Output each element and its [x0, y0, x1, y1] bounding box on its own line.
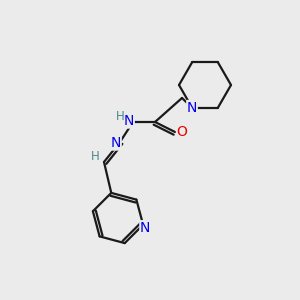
Text: O: O — [177, 125, 188, 139]
Text: N: N — [187, 100, 197, 115]
Text: H: H — [116, 110, 124, 122]
Text: H: H — [91, 151, 99, 164]
Text: N: N — [111, 136, 121, 150]
Text: N: N — [124, 114, 134, 128]
Text: N: N — [140, 221, 150, 235]
